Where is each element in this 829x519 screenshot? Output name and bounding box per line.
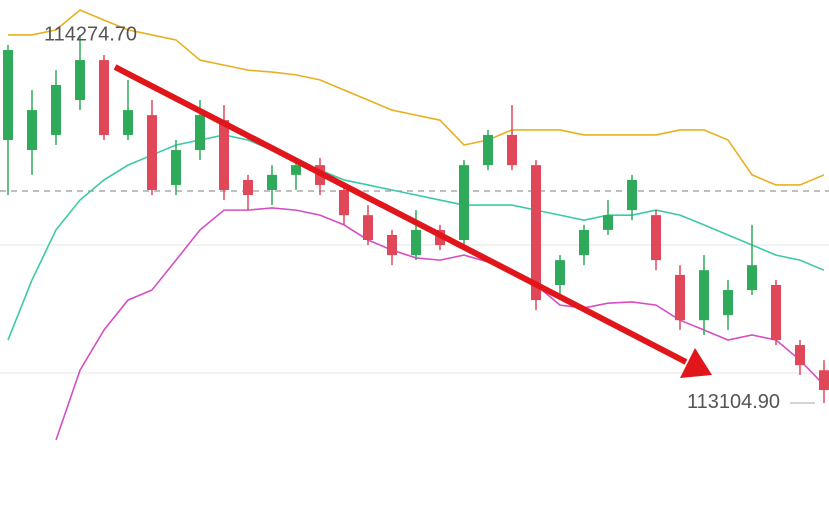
low-label: 113104.90 (687, 391, 780, 413)
candle-body (75, 60, 85, 101)
candle-body (747, 265, 757, 291)
candle-body (171, 150, 181, 185)
candle-body (819, 370, 829, 391)
candle-body (339, 189, 349, 216)
band-line (8, 9, 825, 186)
trend-arrow (113, 64, 712, 378)
candle-body (195, 115, 205, 151)
plot (3, 9, 829, 441)
candle-body (507, 134, 517, 166)
candle-body (291, 165, 301, 175)
candle-body (651, 215, 661, 261)
candle-body (363, 215, 373, 240)
candle-body (771, 284, 781, 341)
candle-body (795, 345, 805, 366)
candle-body (723, 290, 733, 316)
candle-body (243, 179, 253, 196)
candle-body (27, 110, 37, 151)
candle-body (603, 215, 613, 230)
candle-body (459, 165, 469, 240)
candle-body (579, 229, 589, 256)
high-label: 114274.70 (44, 23, 137, 45)
candle-body (51, 84, 61, 135)
candle-body (531, 165, 541, 301)
band-line (55, 207, 825, 441)
candle-body (219, 120, 229, 190)
candle-body (147, 115, 157, 190)
candle-body (411, 229, 421, 256)
candle-body (387, 234, 397, 256)
candle-body (675, 274, 685, 321)
candle-body (483, 134, 493, 166)
candle-body (555, 260, 565, 285)
arrow-head (680, 348, 712, 378)
candle-body (267, 174, 277, 190)
candle-body (3, 50, 13, 140)
candle-body (699, 270, 709, 321)
candle-body (627, 179, 637, 211)
arrow-shaft (113, 64, 688, 365)
candle-body (123, 110, 133, 135)
candle-body (99, 60, 109, 135)
band-line (7, 134, 825, 341)
